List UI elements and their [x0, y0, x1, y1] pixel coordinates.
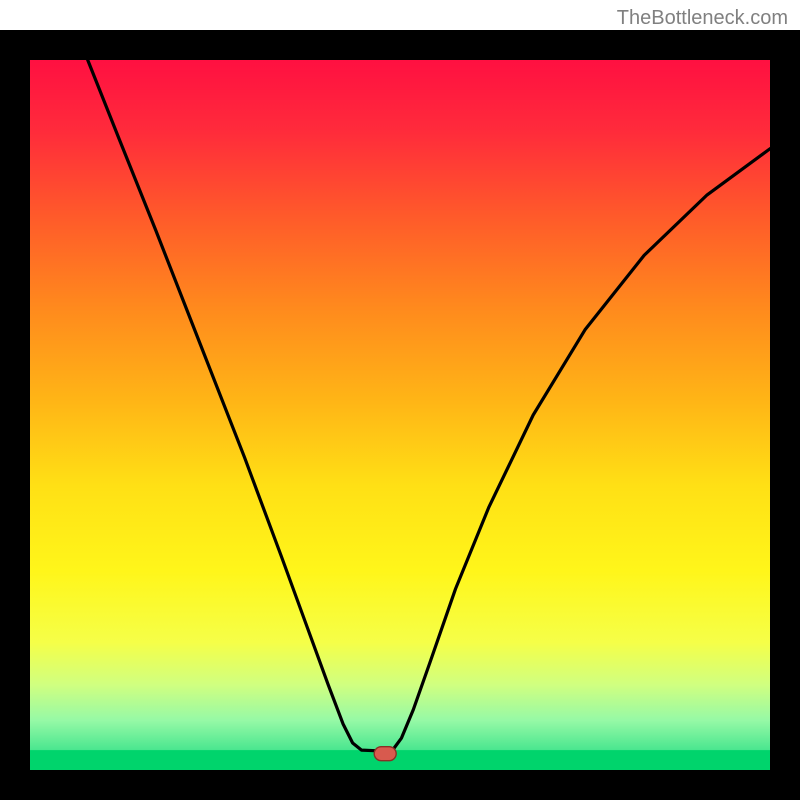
bottleneck-chart: TheBottleneck.com	[0, 0, 800, 800]
optimal-point-marker	[374, 747, 396, 761]
watermark-text: TheBottleneck.com	[617, 7, 788, 29]
plot-background-gradient	[30, 60, 770, 770]
bottom-green-band	[30, 750, 770, 770]
